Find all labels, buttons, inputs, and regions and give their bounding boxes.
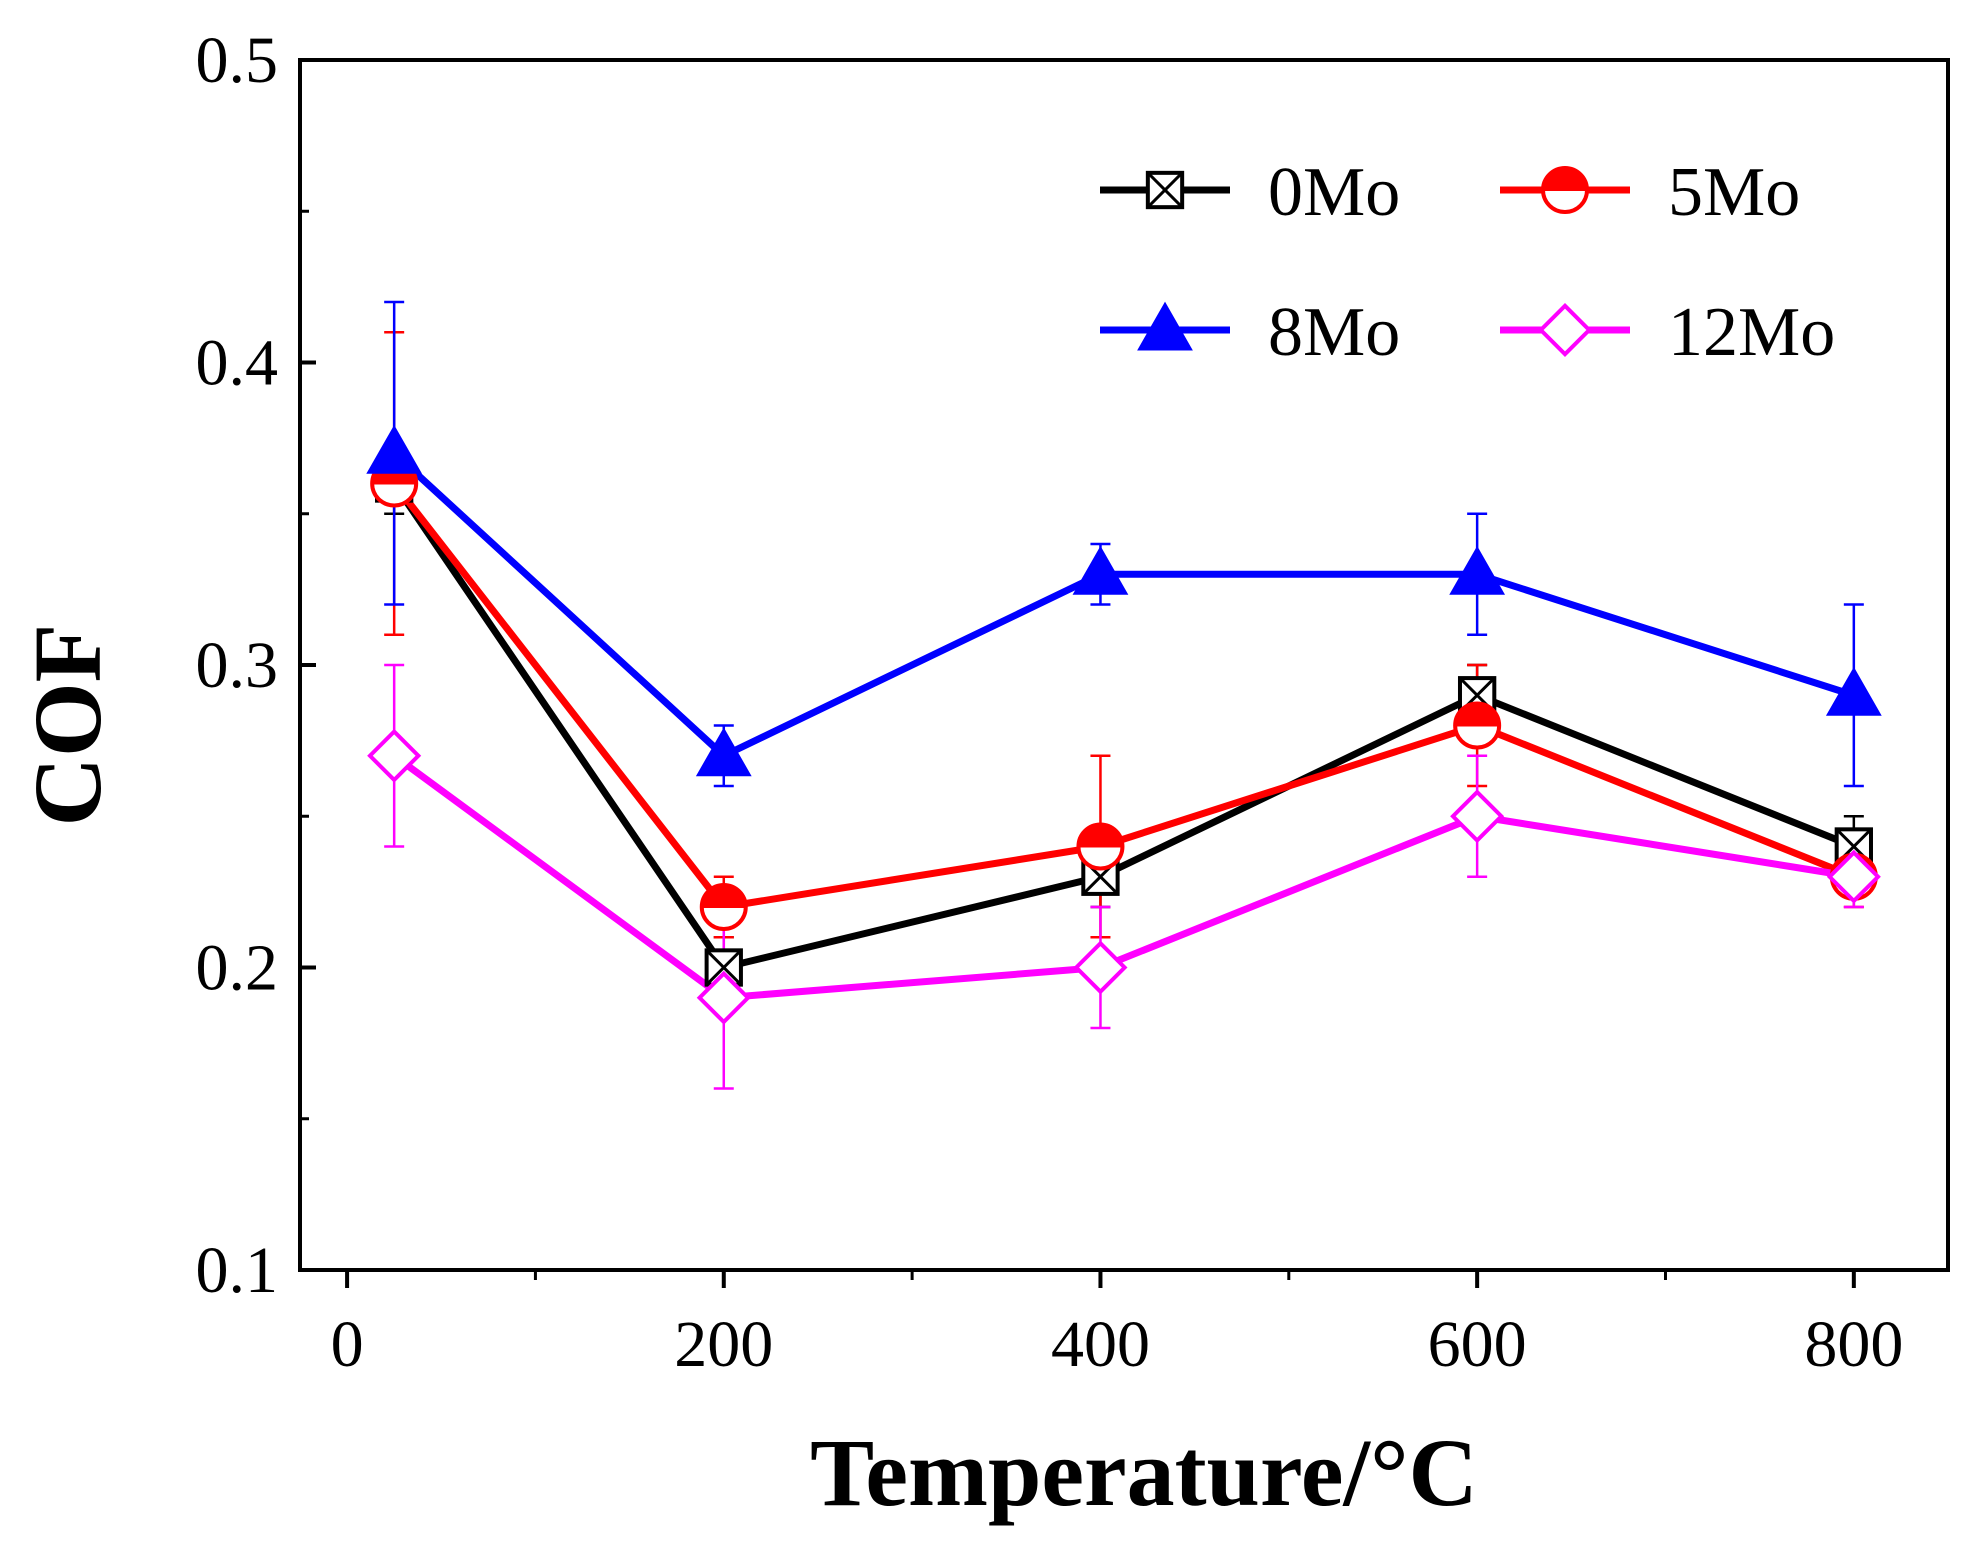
legend-label: 0Mo [1268, 154, 1400, 231]
y-tick-label: 0.2 [196, 932, 279, 1005]
marker-diamond [1073, 940, 1128, 995]
legend-label: 5Mo [1668, 154, 1800, 231]
marker-half-fill [1541, 167, 1589, 191]
marker-cross [1146, 171, 1184, 209]
data-point-marker [699, 883, 748, 931]
marker-triangle [1449, 545, 1506, 595]
y-tick-label: 0.1 [196, 1234, 279, 1307]
data-point-marker [1076, 822, 1125, 871]
data-point-marker [1453, 701, 1502, 750]
legend-item-8Mo: 8Mo [1100, 294, 1400, 371]
data-point-marker [1826, 849, 1881, 904]
marker-diamond [1537, 302, 1593, 358]
data-point-marker [696, 970, 751, 1025]
data-point-marker [1537, 302, 1593, 358]
data-point-marker [1072, 545, 1129, 595]
marker-half-fill [700, 884, 747, 908]
legend-label: 8Mo [1268, 294, 1400, 371]
legend: 0Mo 5Mo 8Mo 12Mo [1100, 154, 1835, 371]
legend-item-5Mo: 5Mo [1500, 154, 1800, 231]
data-point-marker [1825, 666, 1882, 716]
x-tick-label: 600 [1428, 1308, 1527, 1381]
marker-triangle [1072, 545, 1129, 595]
marker-diamond [367, 728, 422, 783]
marker-triangle [695, 727, 752, 777]
marker-triangle [1825, 666, 1882, 716]
data-point-marker [1449, 545, 1506, 595]
series-line-8Mo [391, 450, 1855, 760]
x-tick-label: 0 [331, 1308, 364, 1381]
y-tick-label: 0.4 [196, 327, 279, 400]
data-point-marker [1137, 301, 1193, 351]
marker-cross [705, 949, 742, 986]
y-tick-label: 0.5 [196, 24, 279, 97]
marker-diamond [696, 970, 751, 1025]
x-tick-label: 800 [1804, 1308, 1903, 1381]
data-point-marker [1450, 789, 1505, 844]
x-tick-label: 200 [674, 1308, 773, 1381]
data-point-marker [1541, 166, 1589, 214]
data-point-marker [695, 727, 752, 777]
x-tick-label: 400 [1051, 1308, 1150, 1381]
series-lines-layer [391, 450, 1856, 1002]
marker-half-fill [1077, 823, 1124, 848]
marker-diamond [1450, 789, 1505, 844]
marker-half-fill [1454, 702, 1501, 727]
axes-layer: 0.1 0.2 0.3 0.4 0.5 0 200 400 600 800 [196, 24, 1904, 1381]
legend-item-0Mo: 0Mo [1100, 154, 1400, 231]
plot-area-frame [298, 58, 1950, 1272]
data-point-marker [1145, 170, 1185, 210]
marker-diamond [1826, 849, 1881, 904]
y-tick-label: 0.3 [196, 629, 279, 702]
marker-triangle [366, 424, 423, 474]
markers-layer [366, 424, 1882, 1025]
x-axis-title: Temperature/°C [810, 1419, 1478, 1526]
marker-triangle [1137, 301, 1193, 351]
data-point-marker [1073, 940, 1128, 995]
legend-label: 12Mo [1668, 294, 1835, 371]
series-line-0Mo [391, 481, 1856, 971]
data-point-marker [366, 424, 423, 474]
data-point-marker [367, 728, 422, 783]
legend-item-12Mo: 12Mo [1500, 294, 1835, 371]
y-axis-title: COF [14, 624, 121, 827]
